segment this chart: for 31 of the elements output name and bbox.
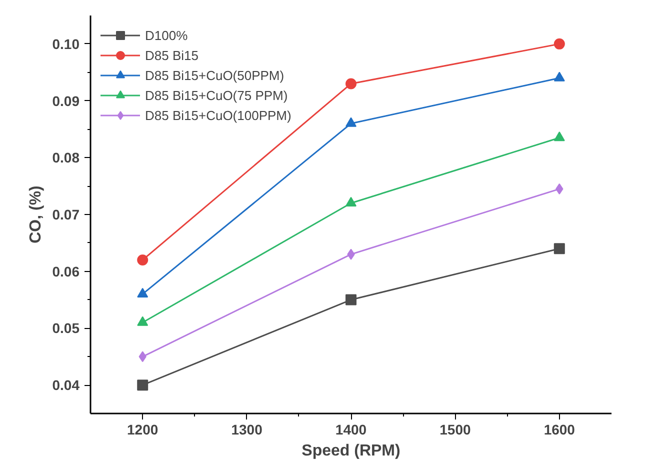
y-tick-label: 0.09	[52, 92, 80, 109]
legend-label: D85 Bi15+CuO(75 PPM)	[145, 88, 288, 102]
point	[137, 380, 148, 391]
y-tick-label: 0.08	[52, 150, 80, 166]
x-tick-label: 1500	[440, 422, 471, 438]
legend-label: D85 Bi15	[145, 48, 198, 62]
point	[554, 243, 565, 254]
point	[554, 38, 565, 50]
point	[346, 196, 356, 207]
point	[346, 117, 356, 127]
point	[554, 131, 565, 142]
y-tick-label: 0.07	[52, 206, 80, 222]
point	[137, 288, 148, 298]
y-tick-label: 0.10	[52, 36, 80, 52]
y-tick-label: 0.04	[52, 377, 80, 394]
x-tick-label: 1600	[544, 422, 576, 438]
y-tick-label: 0.06	[52, 263, 80, 280]
x-tick-label: 1200	[127, 422, 158, 438]
point	[554, 72, 565, 82]
x-tick-label: 1400	[335, 422, 367, 438]
y-tick-label: 0.05	[52, 320, 80, 336]
x-tick-label: 1300	[231, 422, 263, 438]
legend-label: D100%	[145, 28, 188, 42]
point	[346, 294, 356, 306]
x-axis-title: Speed (RPM)	[302, 442, 400, 460]
point	[137, 254, 148, 266]
point	[137, 316, 148, 326]
legend-label: D85 Bi15+CuO(100PPM)	[145, 108, 292, 122]
point	[346, 78, 356, 90]
legend-label: D85 Bi15+CuO(50PPM)	[145, 68, 284, 82]
y-axis-title: CO, (%)	[27, 186, 44, 244]
